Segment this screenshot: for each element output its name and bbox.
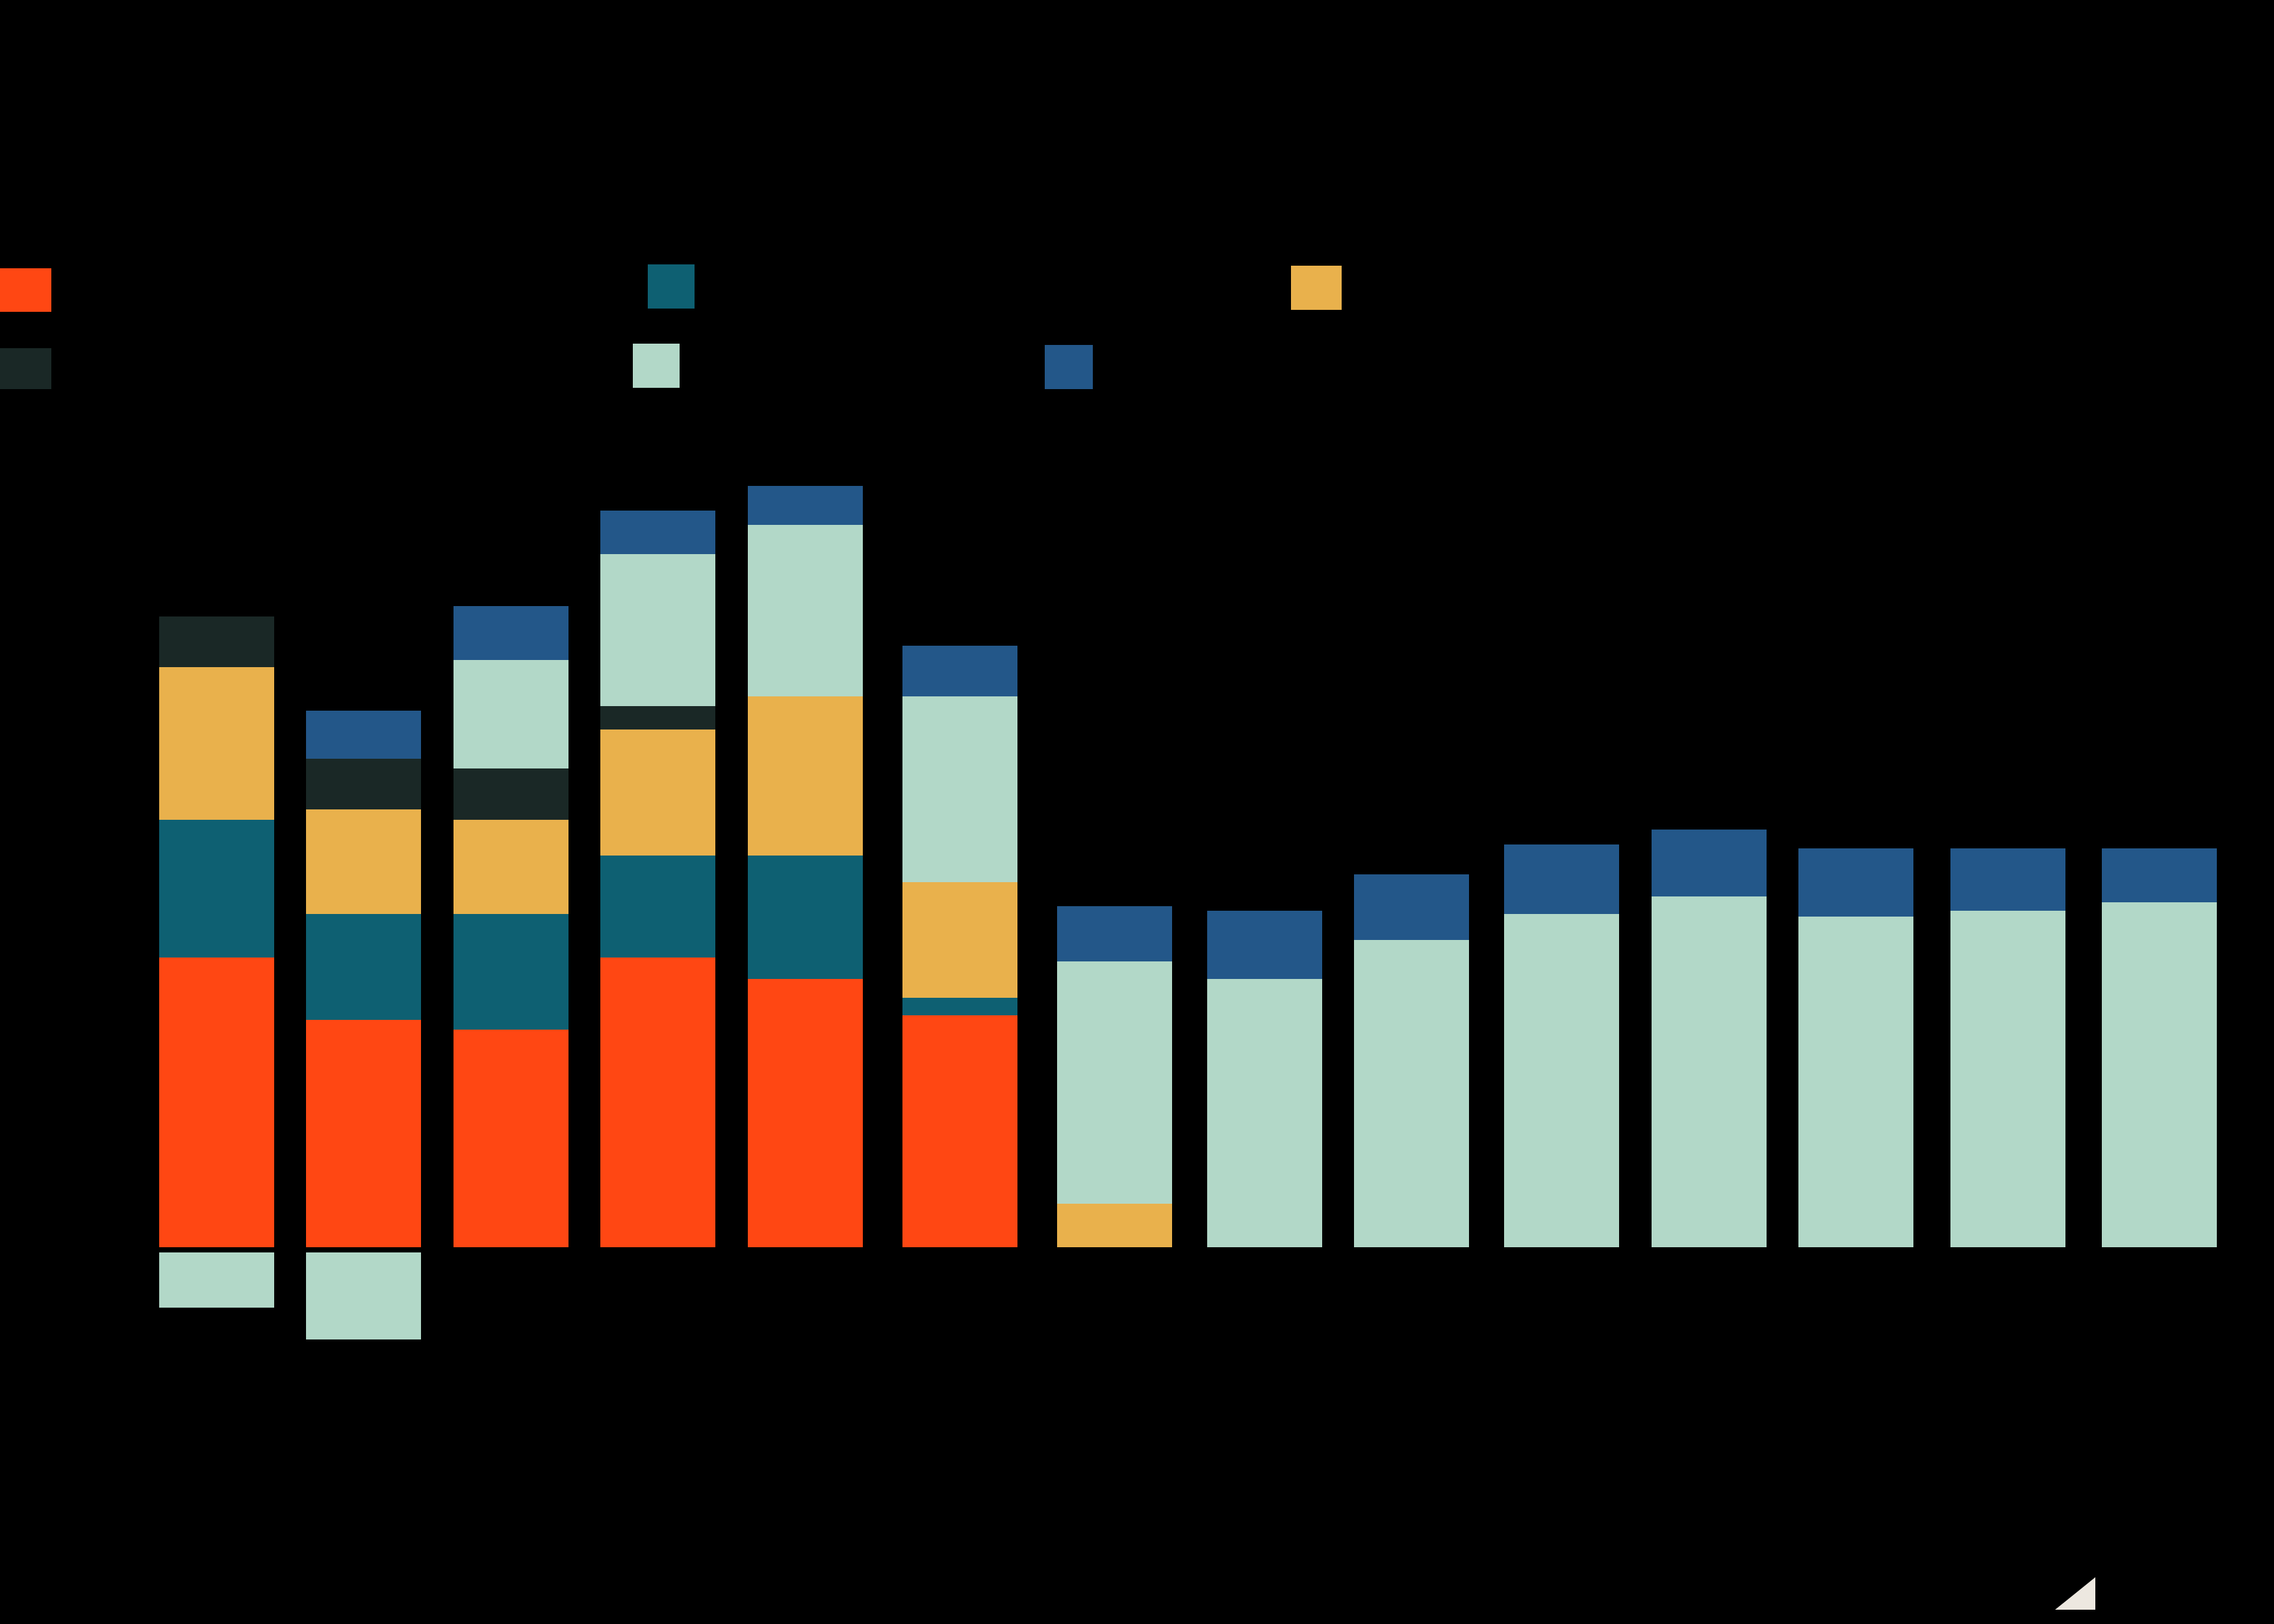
bar-1-segment-gold [159, 667, 274, 820]
bar-14-segment-navy [2102, 848, 2217, 902]
bar-13-segment-navy [1950, 848, 2065, 911]
bar-4-segment-charcoal [600, 706, 715, 730]
bar-10-segment-mint [1504, 913, 1619, 1247]
bar-6-segment-mint [902, 696, 1017, 882]
logo-triangle-icon [2055, 1577, 2095, 1610]
bar-2-segment-charcoal [306, 758, 421, 809]
bar-5-segment-mint [748, 525, 863, 696]
legend-swatch-navy [1045, 345, 1093, 389]
bar-2-segment-teal [306, 913, 421, 1020]
bar-1-segment-orange [159, 957, 274, 1247]
bar-6-segment-teal [902, 998, 1017, 1015]
bar-5-segment-orange [748, 979, 863, 1247]
legend-swatch-teal [648, 264, 695, 309]
legend-swatch-charcoal [0, 348, 51, 389]
bar-2-negative-segment-mint [306, 1252, 421, 1339]
bar-1-segment-charcoal [159, 616, 274, 668]
bar-5-segment-teal [748, 856, 863, 980]
bar-7-segment-gold [1057, 1204, 1172, 1247]
bar-4-segment-teal [600, 856, 715, 958]
bar-3-segment-teal [454, 913, 568, 1030]
bar-2-segment-orange [306, 1019, 421, 1247]
legend-swatch-mint [633, 344, 680, 388]
bar-2-segment-navy [306, 711, 421, 759]
bar-7-segment-navy [1057, 906, 1172, 962]
bar-10-segment-navy [1504, 844, 1619, 914]
bar-14-segment-mint [2102, 902, 2217, 1247]
bar-3-segment-mint [454, 660, 568, 769]
bar-9-segment-mint [1354, 939, 1469, 1247]
bar-11-segment-mint [1652, 896, 1767, 1247]
bar-3-segment-charcoal [454, 768, 568, 820]
bar-6-segment-orange [902, 1015, 1017, 1247]
bar-2-segment-gold [306, 809, 421, 914]
legend-swatch-gold [1291, 266, 1342, 310]
bar-7-segment-mint [1057, 961, 1172, 1204]
bar-1-negative-segment-mint [159, 1252, 274, 1308]
bar-6-segment-navy [902, 645, 1017, 696]
bar-12-segment-mint [1798, 917, 1913, 1247]
bar-5-segment-gold [748, 696, 863, 856]
bar-6-segment-gold [902, 882, 1017, 998]
bar-4-segment-gold [600, 730, 715, 856]
bar-4-segment-orange [600, 957, 715, 1247]
legend-swatch-orange [0, 268, 51, 312]
bar-8-segment-mint [1207, 979, 1322, 1247]
bar-9-segment-navy [1354, 874, 1469, 940]
bar-1-segment-teal [159, 819, 274, 958]
bar-11-segment-navy [1652, 830, 1767, 896]
bar-3-segment-navy [454, 606, 568, 661]
bar-5-segment-navy [748, 486, 863, 526]
bar-4-segment-navy [600, 511, 715, 555]
bar-3-segment-gold [454, 819, 568, 914]
bar-8-segment-navy [1207, 911, 1322, 980]
bar-3-segment-orange [454, 1030, 568, 1247]
bar-13-segment-mint [1950, 911, 2065, 1247]
bar-12-segment-navy [1798, 848, 1913, 917]
bar-4-segment-mint [600, 554, 715, 707]
